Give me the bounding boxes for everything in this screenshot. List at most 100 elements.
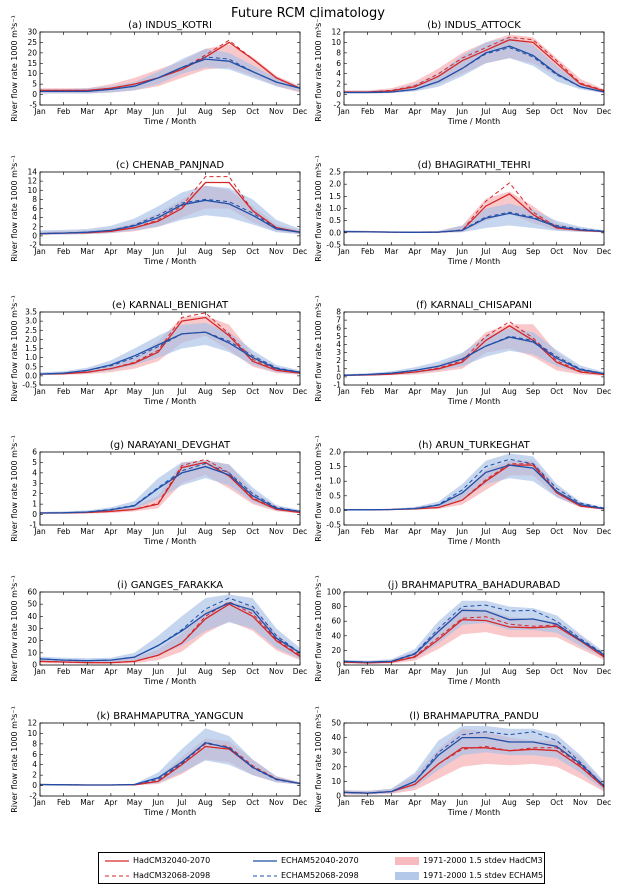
y-tick-label: 30: [331, 748, 341, 757]
x-tick-label: Jan: [337, 667, 350, 676]
y-tick-label: 2.5: [25, 326, 37, 335]
y-tick-label: 0: [32, 90, 37, 99]
x-tick-label: Jun: [151, 107, 164, 116]
y-tick-label: 0.5: [25, 362, 37, 371]
y-tick-label: 12: [27, 177, 37, 186]
x-tick-label: Jul: [176, 527, 186, 536]
x-tick-label: Aug: [198, 247, 213, 256]
chart-panel: (k) BRAHMAPUTRA_YANGCUN Jan Feb Mar Apr May Ju…: [10, 706, 307, 817]
x-tick-label: Jun: [151, 798, 164, 807]
x-tick-label: Sep: [526, 798, 540, 807]
legend-swatch-band-echam5: [395, 872, 419, 880]
legend-swatch-ech-2068: [253, 875, 277, 877]
x-tick-label: May: [127, 527, 143, 536]
y-tick-label: 3.5: [25, 308, 37, 317]
x-tick-label: Apr: [104, 667, 118, 676]
stdev-band: [40, 594, 300, 663]
y-tick-label: 10: [331, 38, 341, 47]
x-tick-label: Jun: [151, 667, 164, 676]
y-tick-label: 4: [32, 760, 37, 769]
legend-label-ech-2068: ECHAM52068-2098: [281, 871, 359, 880]
x-tick-label: Nov: [269, 107, 284, 116]
x-tick-label: Sep: [222, 798, 236, 807]
x-tick-label: Mar: [384, 798, 399, 807]
x-tick-label: Feb: [361, 107, 375, 116]
x-tick-label: Jul: [176, 247, 186, 256]
x-tick-label: Jul: [480, 667, 490, 676]
chart-panel: (i) GANGES_FARAKKA Jan Feb Mar Apr May Jun Jul A…: [10, 575, 307, 686]
x-tick-label: Nov: [573, 387, 588, 396]
x-tick-label: Jun: [455, 527, 468, 536]
x-axis-label: Time / Month: [447, 537, 500, 546]
y-axis-label: River flow rate 1000 m³s⁻¹: [10, 575, 19, 682]
y-tick-label: 2: [32, 222, 37, 231]
x-tick-label: Oct: [246, 387, 259, 396]
x-tick-label: Jul: [480, 798, 490, 807]
y-tick-label: 60: [27, 588, 37, 597]
x-tick-label: Nov: [269, 798, 284, 807]
x-tick-label: Oct: [550, 107, 563, 116]
x-tick-label: Dec: [597, 667, 612, 676]
y-tick-label: 30: [27, 28, 37, 37]
x-tick-label: Jul: [480, 527, 490, 536]
x-tick-label: Nov: [573, 247, 588, 256]
y-axis-label: River flow rate 1000 m³s⁻¹: [10, 435, 19, 542]
chart-panel: (h) ARUN_TURKEGHAT Jan Feb Mar Apr May Jun Jul A…: [314, 435, 611, 546]
y-tick-label: 1.0: [25, 353, 37, 362]
y-axis-label: River flow rate 1000 m³s⁻¹: [314, 155, 323, 262]
y-tick-label: -1: [334, 381, 342, 390]
y-axis-label: River flow rate 1000 m³s⁻¹: [10, 295, 19, 402]
chart-panel: (d) BHAGIRATHI_TEHRI Jan Feb Mar Apr May Jun Ju…: [314, 155, 611, 266]
x-tick-label: Apr: [104, 527, 118, 536]
legend: HadCM32040-2070 HadCM32068-2098 ECHAM520…: [98, 852, 545, 884]
panel-title: (b) INDUS_ATTOCK: [427, 20, 521, 31]
panels: (a) INDUS_KOTRI Jan Feb Mar Apr May Jun Jul Aug S…: [10, 15, 611, 817]
x-tick-label: Sep: [222, 667, 236, 676]
series-line: [343, 321, 605, 376]
x-tick-label: Feb: [361, 798, 375, 807]
y-tick-label: 1: [32, 500, 37, 509]
y-tick-label: 7: [336, 316, 341, 325]
x-tick-label: Jan: [33, 798, 46, 807]
x-tick-label: Jul: [176, 667, 186, 676]
x-tick-label: Aug: [502, 667, 517, 676]
y-tick-label: -0.5: [326, 521, 341, 530]
y-tick-label: 12: [27, 719, 37, 728]
chart-panel: (c) CHENAB_PANJNAD Jan Feb Mar Apr May Jun Jul A…: [10, 155, 307, 266]
axes-frame: [343, 722, 605, 797]
legend-swatch-ech-2040: [253, 860, 277, 862]
x-tick-label: Apr: [408, 247, 422, 256]
x-axis-label: Time / Month: [143, 257, 196, 266]
x-tick-label: Sep: [222, 527, 236, 536]
y-tick-label: 0: [32, 510, 37, 519]
x-tick-label: Oct: [246, 527, 259, 536]
x-tick-label: Mar: [384, 387, 399, 396]
series-line: [40, 39, 301, 91]
y-tick-label: 0: [336, 90, 341, 99]
x-tick-label: Jul: [176, 798, 186, 807]
x-tick-label: Feb: [361, 247, 375, 256]
y-tick-label: 1: [336, 364, 341, 373]
legend-label-ech-2040: ECHAM52040-2070: [281, 856, 359, 865]
y-tick-label: 4: [336, 340, 341, 349]
axes-frame: [343, 171, 605, 246]
axes-frame: [343, 31, 605, 106]
y-tick-label: 1.0: [329, 477, 341, 486]
x-tick-label: Jun: [151, 247, 164, 256]
series-line: [343, 604, 605, 663]
panel-title: (f) KARNALI_CHISAPANI: [416, 300, 532, 311]
y-tick-label: -5: [30, 101, 38, 110]
y-tick-label: 12: [331, 28, 341, 37]
x-tick-label: Apr: [408, 798, 422, 807]
x-axis-label: Time / Month: [143, 537, 196, 546]
y-tick-label: 3: [336, 348, 341, 357]
x-axis-label: Time / Month: [143, 397, 196, 406]
y-tick-label: 0.0: [25, 371, 37, 380]
y-tick-label: 2.0: [329, 448, 341, 457]
y-tick-label: 0: [32, 781, 37, 790]
stdev-band: [40, 48, 300, 94]
x-tick-label: Jun: [455, 107, 468, 116]
x-tick-label: Feb: [57, 247, 71, 256]
y-tick-label: 0: [336, 792, 341, 801]
x-tick-label: May: [431, 798, 447, 807]
